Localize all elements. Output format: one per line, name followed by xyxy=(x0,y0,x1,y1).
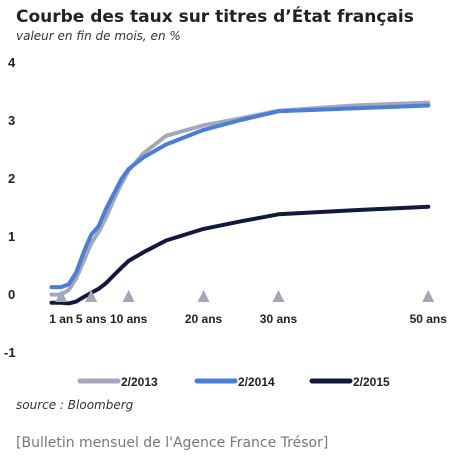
source-note: source : Bloomberg xyxy=(16,398,134,412)
legend-label-2013: 2/2013 xyxy=(121,375,158,389)
series-line-2-2015 xyxy=(49,204,431,306)
x-tick-marker xyxy=(197,290,210,302)
x-tick-label: 50 ans xyxy=(410,312,448,326)
x-tick-marker xyxy=(272,290,285,302)
footer-citation: [Bulletin mensuel de l'Agence France Tré… xyxy=(16,435,328,451)
y-tick-label: 2 xyxy=(8,171,15,186)
x-tick-marker xyxy=(85,290,98,302)
y-tick-label: 4 xyxy=(8,55,16,70)
x-tick-marker xyxy=(122,290,135,302)
x-tick-label: 10 ans xyxy=(110,312,148,326)
legend-label-2014: 2/2014 xyxy=(238,375,275,389)
series-layer xyxy=(49,100,431,306)
y-tick-label: -1 xyxy=(4,345,16,360)
chart-subtitle: valeur en fin de mois, en % xyxy=(16,29,181,43)
x-tick-label: 20 ans xyxy=(185,312,223,326)
chart-title: Courbe des taux sur titres d’État frança… xyxy=(16,5,414,27)
y-tick-label: 1 xyxy=(8,229,15,244)
series-line-2-2014 xyxy=(49,103,431,290)
series-line-2-2013 xyxy=(49,100,431,297)
legend: 2/2013 2/2014 2/2015 xyxy=(77,375,390,389)
legend-label-2015: 2/2015 xyxy=(353,375,390,389)
x-tick-label: 1 an xyxy=(49,312,73,326)
y-tick-label: 0 xyxy=(8,287,15,302)
x-tick-label: 30 ans xyxy=(260,312,298,326)
x-axis-markers: 1 an 5 ans 10 ans 20 ans 30 ans 50 ans xyxy=(49,290,447,326)
x-tick-label: 5 ans xyxy=(76,312,107,326)
y-tick-label: 3 xyxy=(8,113,15,128)
x-tick-marker xyxy=(55,290,68,302)
x-tick-marker xyxy=(422,290,435,302)
y-axis: 4 3 2 1 0 -1 xyxy=(4,55,16,360)
